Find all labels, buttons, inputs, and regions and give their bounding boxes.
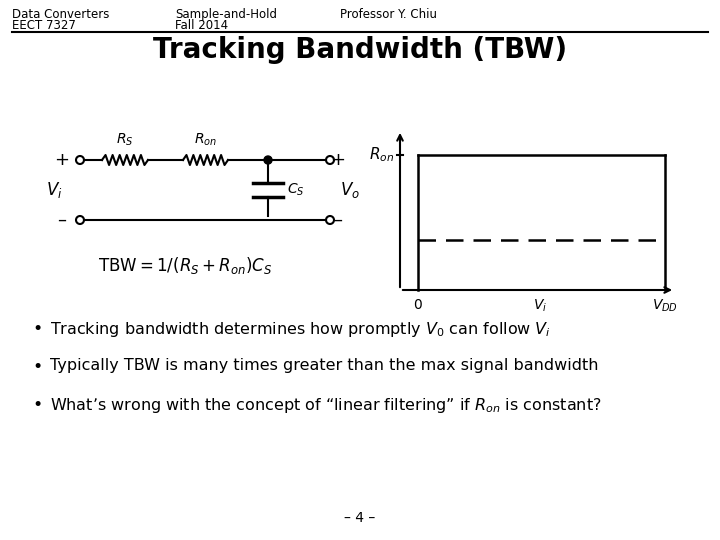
Text: $\mathrm{TBW} = 1/(R_S + R_{on})C_S$: $\mathrm{TBW} = 1/(R_S + R_{on})C_S$ [98, 255, 272, 276]
Text: •: • [32, 320, 42, 338]
Text: EECT 7327: EECT 7327 [12, 19, 76, 32]
Text: $C_S$: $C_S$ [287, 182, 305, 198]
Text: $V_i$: $V_i$ [46, 180, 62, 200]
Text: Professor Y. Chiu: Professor Y. Chiu [340, 8, 437, 21]
Text: Data Converters: Data Converters [12, 8, 109, 21]
Text: $V_i$: $V_i$ [533, 298, 547, 314]
Text: What’s wrong with the concept of “linear filtering” if $R_{on}$ is constant?: What’s wrong with the concept of “linear… [50, 396, 602, 415]
Text: Tracking Bandwidth (TBW): Tracking Bandwidth (TBW) [153, 36, 567, 64]
Text: $R_{on}$: $R_{on}$ [194, 132, 217, 148]
Text: – 4 –: – 4 – [344, 511, 376, 525]
Text: +: + [55, 151, 70, 169]
Text: $R_S$: $R_S$ [116, 132, 134, 148]
Text: +: + [330, 151, 346, 169]
Text: Typically TBW is many times greater than the max signal bandwidth: Typically TBW is many times greater than… [50, 358, 598, 373]
Text: $R_{on}$: $R_{on}$ [369, 146, 394, 164]
Text: •: • [32, 358, 42, 376]
Text: 0: 0 [413, 298, 423, 312]
Text: –: – [58, 211, 66, 229]
Circle shape [264, 156, 272, 164]
Text: –: – [333, 211, 343, 229]
Text: $V_{DD}$: $V_{DD}$ [652, 298, 678, 314]
Text: •: • [32, 396, 42, 414]
Text: Sample-and-Hold: Sample-and-Hold [175, 8, 277, 21]
Text: Fall 2014: Fall 2014 [175, 19, 228, 32]
Text: $V_o$: $V_o$ [340, 180, 360, 200]
Text: Tracking bandwidth determines how promptly $V_0$ can follow $V_i$: Tracking bandwidth determines how prompt… [50, 320, 551, 339]
